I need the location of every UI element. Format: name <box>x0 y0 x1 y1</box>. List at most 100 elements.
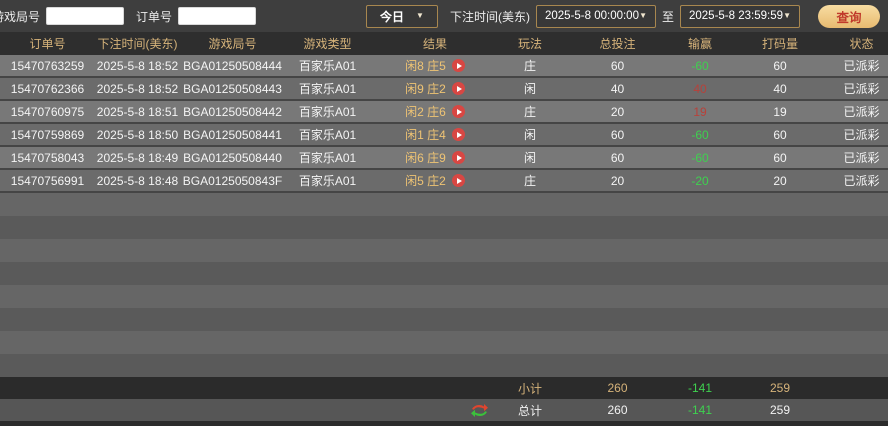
total-bet-cell: 60 <box>610 150 625 165</box>
header-status: 状态 <box>849 37 874 51</box>
header-game-round: 游戏局号 <box>208 37 257 51</box>
chevron-down-icon: ▼ <box>416 11 424 20</box>
game-type-cell: 百家乐A01 <box>298 59 357 73</box>
total-turnover: 259 <box>769 403 791 417</box>
win-loss-cell: -60 <box>691 127 709 142</box>
result-cell: 闲2 庄6 <box>370 103 500 120</box>
bet-time-cell: 2025-5-8 18:52 <box>96 58 179 73</box>
subtotal-label: 小计 <box>517 381 542 396</box>
header-order-no: 订单号 <box>29 37 66 51</box>
game-round-cell: BGA01250508444 <box>183 58 282 73</box>
subtotal-row: 小计 260 -141 259 <box>0 377 888 399</box>
game-round-cell: BGA01250508443 <box>183 81 282 96</box>
turnover-cell: 60 <box>773 58 787 73</box>
empty-row <box>0 308 888 331</box>
empty-rows <box>0 193 888 377</box>
chevron-down-icon: ▼ <box>639 11 647 20</box>
status-cell: 已派彩 <box>843 151 880 165</box>
play-video-icon[interactable] <box>451 151 465 164</box>
table-row: 15470762366 2025-5-8 18:52 BGA0125050844… <box>0 78 888 101</box>
date-to-value: 2025-5-8 23:59:59 <box>689 10 783 22</box>
total-total-bet: 260 <box>607 403 628 417</box>
date-preset-dropdown[interactable]: 今日 ▼ <box>365 4 438 28</box>
result-text: 闲6 庄9 <box>405 151 446 165</box>
play-video-icon[interactable] <box>451 82 465 95</box>
header-win-loss: 输赢 <box>687 37 712 51</box>
game-type-cell: 百家乐A01 <box>298 128 357 142</box>
header-bet-time: 下注时间(美东) <box>97 37 178 51</box>
play-video-icon[interactable] <box>451 105 465 118</box>
total-label: 总计 <box>517 403 542 418</box>
header-turnover: 打码量 <box>761 37 798 51</box>
bet-time-cell: 2025-5-8 18:51 <box>96 104 179 119</box>
table-row: 15470758043 2025-5-8 18:49 BGA0125050844… <box>0 147 888 170</box>
total-bet-cell: 60 <box>610 127 625 142</box>
result-text: 闲1 庄4 <box>405 128 446 142</box>
table-row: 15470763259 2025-5-8 18:52 BGA0125050844… <box>0 55 888 78</box>
game-round-cell: BGA01250508440 <box>183 150 282 165</box>
table-row: 15470759869 2025-5-8 18:50 BGA0125050844… <box>0 124 888 147</box>
bet-time-cell: 2025-5-8 18:48 <box>96 173 179 188</box>
result-text: 闲8 庄5 <box>405 59 446 73</box>
chevron-down-icon: ▼ <box>783 11 791 20</box>
subtotal-turnover: 259 <box>769 381 791 395</box>
play-video-icon[interactable] <box>451 128 465 141</box>
play-type-cell: 庄 <box>523 59 536 73</box>
empty-row <box>0 331 888 354</box>
status-cell: 已派彩 <box>843 105 880 119</box>
empty-row <box>0 354 888 377</box>
play-video-icon[interactable] <box>451 174 465 187</box>
game-type-cell: 百家乐A01 <box>298 105 357 119</box>
total-icon-slot <box>370 403 500 417</box>
game-round-input[interactable] <box>46 7 125 25</box>
empty-row <box>0 216 888 239</box>
to-label: 至 <box>661 9 674 24</box>
table-row: 15470756991 2025-5-8 18:48 BGA0125050843… <box>0 170 888 193</box>
total-win-loss: -141 <box>687 403 713 417</box>
play-type-cell: 庄 <box>523 174 536 188</box>
empty-row <box>0 262 888 285</box>
header-game-type: 游戏类型 <box>303 37 352 51</box>
result-text: 闲9 庄2 <box>405 82 446 96</box>
status-cell: 已派彩 <box>843 174 880 188</box>
bet-time-label: 下注时间(美东) <box>449 9 530 24</box>
status-cell: 已派彩 <box>843 82 880 96</box>
bet-time-cell: 2025-5-8 18:52 <box>96 81 179 96</box>
game-round-cell: BGA01250508442 <box>183 104 282 119</box>
order-no-input[interactable] <box>178 7 257 25</box>
order-no-cell: 15470756991 <box>10 173 85 188</box>
subtotal-win-loss: -141 <box>687 381 713 395</box>
win-loss-cell: 40 <box>693 81 707 96</box>
header-play-type: 玩法 <box>517 37 542 51</box>
total-bet-cell: 60 <box>610 58 625 73</box>
table-row: 15470760975 2025-5-8 18:51 BGA0125050844… <box>0 101 888 124</box>
order-no-cell: 15470759869 <box>10 127 85 142</box>
win-loss-cell: 19 <box>693 104 707 119</box>
total-bet-cell: 40 <box>610 81 625 96</box>
win-loss-cell: -60 <box>691 58 709 73</box>
table-header: 订单号 下注时间(美东) 游戏局号 游戏类型 结果 玩法 总投注 输赢 打码量 … <box>0 32 888 55</box>
filter-bar: 游戏局号 订单号 今日 ▼ 下注时间(美东) 2025-5-8 00:00:00… <box>0 0 888 32</box>
total-bet-cell: 20 <box>610 173 625 188</box>
order-no-cell: 15470758043 <box>10 150 85 165</box>
turnover-cell: 40 <box>773 81 787 96</box>
swap-arrows-icon <box>471 403 488 417</box>
date-to-dropdown[interactable]: 2025-5-8 23:59:59 ▼ <box>680 4 800 28</box>
empty-row <box>0 239 888 262</box>
result-text: 闲5 庄2 <box>405 174 446 188</box>
order-no-cell: 15470760975 <box>10 104 85 119</box>
play-video-icon[interactable] <box>451 59 465 72</box>
win-loss-cell: -60 <box>691 150 709 165</box>
game-type-cell: 百家乐A01 <box>298 82 357 96</box>
result-text: 闲2 庄6 <box>405 105 446 119</box>
date-from-dropdown[interactable]: 2025-5-8 00:00:00 ▼ <box>535 4 656 28</box>
game-round-label: 游戏局号 <box>0 9 41 24</box>
table-body: 15470763259 2025-5-8 18:52 BGA0125050844… <box>0 55 888 193</box>
turnover-cell: 60 <box>773 150 787 165</box>
game-type-cell: 百家乐A01 <box>298 174 357 188</box>
turnover-cell: 60 <box>773 127 787 142</box>
status-cell: 已派彩 <box>843 128 880 142</box>
result-cell: 闲5 庄2 <box>370 172 500 189</box>
result-cell: 闲6 庄9 <box>370 149 500 166</box>
query-button[interactable]: 查询 <box>818 4 880 28</box>
